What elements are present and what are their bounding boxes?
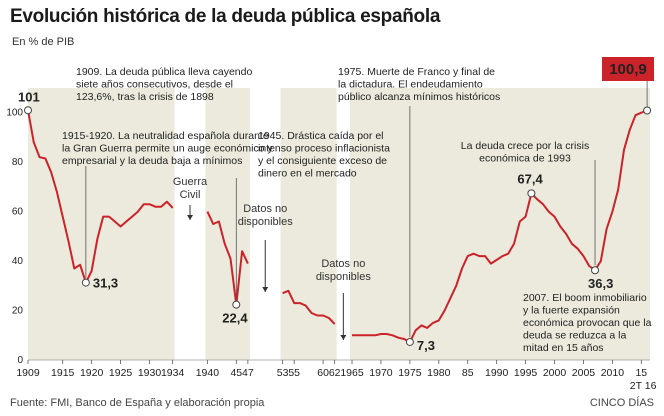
- x-tick-label: 2010: [601, 367, 625, 379]
- x-tick-label: 1980: [427, 367, 451, 379]
- value-marker: [643, 106, 652, 115]
- y-tick-label: 0: [17, 355, 23, 366]
- annotation-1975: la dictadura. El endeudamiento: [338, 79, 483, 91]
- x-tick-label: 2005: [572, 367, 596, 379]
- x-tick-label: 47: [242, 367, 254, 379]
- x-tick-label: 15: [635, 367, 647, 379]
- annotation-1909: 1909. La deuda pública lleva cayendo: [76, 66, 252, 78]
- gap-label: Guerra: [173, 176, 208, 188]
- x-tick-label: 62: [329, 367, 341, 379]
- value-marker: [405, 337, 414, 346]
- gap-label: Datos no: [321, 258, 365, 270]
- y-tick-label: 100: [6, 108, 23, 119]
- annotation-1945: y el consiguiente exceso de: [258, 155, 387, 167]
- value-marker: [232, 300, 241, 309]
- series-line-2: [282, 289, 336, 325]
- x-tick-label: 1970: [369, 367, 393, 379]
- annotation-2007: deuda se reduzca a la: [523, 330, 626, 342]
- x-tick-label: 1965: [340, 367, 364, 379]
- annotation-2007: y la fuerte expansión: [523, 305, 620, 317]
- value-label: 101: [18, 89, 40, 104]
- x-tick-label: 85: [462, 367, 474, 379]
- value-marker: [24, 106, 32, 115]
- chart-title: Evolución histórica de la deuda pública …: [10, 6, 441, 27]
- annotation-1975: 1975. Muerte de Franco y final de: [338, 66, 495, 78]
- y-tick-label: 60: [12, 207, 24, 218]
- value-label-highlight: 100,9: [609, 61, 647, 78]
- x-tick-label: 1930: [138, 367, 162, 379]
- gap-arrow-head: [187, 215, 194, 220]
- value-label: 31,3: [93, 276, 118, 291]
- value-label: 67,4: [517, 171, 543, 186]
- x-tick-label: 55: [288, 367, 300, 379]
- highlight-box: [602, 57, 654, 81]
- gap-label: Datos no: [243, 203, 287, 215]
- annotation-1915: empresarial y la deuda baja a mínimos: [62, 155, 242, 167]
- x-tick-label: 1975: [398, 367, 422, 379]
- gap-label: disponibles: [238, 216, 294, 228]
- value-label: 7,3: [417, 338, 435, 353]
- x-tick-label: 1934: [161, 367, 185, 379]
- x-tick-label: 1915: [51, 367, 75, 379]
- value-label: 22,4: [222, 311, 248, 326]
- annotation-1909: 123,6%, tras la crisis de 1898: [76, 91, 214, 103]
- x-tick-label: 1940: [196, 367, 220, 379]
- annotation-1909: siete años consecutivos, desde el: [76, 79, 233, 91]
- annotation-1945: 1945. Drástica caída por el: [258, 130, 384, 142]
- annotation-1993: económica de 1993: [479, 153, 571, 165]
- gap-band-1: [249, 86, 281, 360]
- y-tick-label: 20: [12, 306, 24, 317]
- value-marker: [591, 266, 600, 275]
- x-tick-label: 53: [277, 367, 289, 379]
- annotation-1975: público alcanza mínimos históricos: [338, 91, 500, 103]
- x-tick-label: 1925: [109, 367, 133, 379]
- x-tick-label: 1920: [80, 367, 104, 379]
- annotation-2007: mitad en 15 años: [523, 342, 604, 354]
- gap-label: Civil: [180, 189, 201, 201]
- x-tick-label: 60: [317, 367, 329, 379]
- x-tick-label: 1909: [16, 367, 40, 379]
- gap-label: disponibles: [316, 271, 372, 283]
- annotation-2007: económica provocan que la: [523, 317, 652, 329]
- annotation-1993: La deuda crece por la crisis: [461, 140, 589, 152]
- annotation-1915: 1915-1920. La neutralidad española duran…: [62, 130, 269, 142]
- value-label: 36,3: [588, 276, 613, 291]
- brand-label: CINCO DÍAS: [589, 397, 654, 409]
- series-line-0: [27, 110, 174, 284]
- series-line-1: [206, 211, 249, 306]
- x-tick-label-extra: 2T 16: [630, 380, 657, 392]
- annotation-1945: dinero en el mercado: [258, 168, 357, 180]
- annotation-1945: intenso proceso inflacionista: [258, 143, 390, 155]
- value-marker: [81, 278, 90, 287]
- value-marker: [527, 189, 536, 198]
- x-tick-label: 45: [230, 367, 242, 379]
- source-note: Fuente: FMI, Banco de España y elaboraci…: [10, 397, 265, 409]
- gap-band-2: [336, 86, 351, 360]
- series-line-3: [352, 109, 648, 343]
- x-tick-label: 1995: [514, 367, 538, 379]
- annotation-1915: la Gran Guerra permite un auge económico…: [62, 143, 273, 155]
- gap-arrow-head: [340, 335, 347, 340]
- gap-band-0: [174, 86, 206, 360]
- y-tick-label: 80: [12, 157, 24, 168]
- x-tick-label: 1990: [485, 367, 509, 379]
- annotation-2007: 2007. El boom inmobiliario: [523, 292, 647, 304]
- x-tick-label: 2000: [543, 367, 567, 379]
- y-tick-label: 40: [12, 256, 24, 267]
- gap-arrow-head: [262, 287, 269, 292]
- chart-subtitle: En % de PIB: [12, 36, 75, 48]
